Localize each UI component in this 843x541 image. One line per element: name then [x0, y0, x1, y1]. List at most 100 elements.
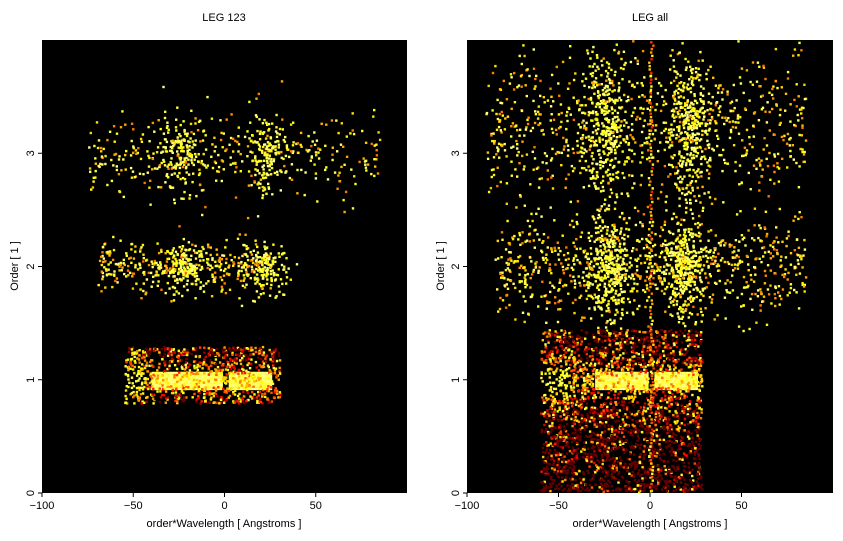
heatmap-cell-order-1	[614, 431, 617, 434]
heatmap-cell-order-1	[202, 376, 205, 379]
heatmap-cell-order-1	[205, 376, 209, 379]
heatmap-cell-order-2	[180, 269, 183, 273]
heatmap-cell-order-1	[611, 387, 614, 391]
heatmap-cell-order-1	[565, 372, 569, 375]
heatmap-cell-order-1	[166, 396, 170, 399]
heatmap-cell-order-1	[245, 384, 248, 387]
heatmap-cell-order-3	[147, 165, 151, 168]
heatmap-cell-order-1	[169, 376, 172, 379]
heatmap-cell-order-1	[549, 394, 553, 397]
heatmap-cell-order-3	[372, 115, 375, 118]
heatmap-cell-order-1	[669, 378, 672, 381]
heatmap-cell-order-1	[230, 378, 233, 381]
heatmap-cell-order-1	[158, 371, 161, 375]
heatmap-cell-order-1	[666, 358, 670, 361]
heatmap-cell-order-1	[565, 436, 568, 439]
heatmap-cell-order-3	[170, 173, 174, 176]
heatmap-cell-order-1	[633, 380, 636, 384]
heatmap-cell-order-1	[690, 380, 693, 384]
heatmap-cell-order-3	[197, 173, 201, 177]
heatmap-cell-order-2	[157, 251, 161, 255]
heatmap-cell-order-1	[637, 437, 641, 440]
heatmap-cell-order-2	[220, 258, 224, 261]
heatmap-cell-order-2	[199, 259, 202, 262]
heatmap-cell-order-1	[211, 352, 215, 355]
heatmap-cell-order-1	[560, 384, 563, 387]
heatmap-cell-order-2	[264, 261, 267, 264]
heatmap-cell-order-3	[177, 146, 180, 149]
heatmap-cell-order-1	[182, 380, 186, 384]
heatmap-cell-order-1	[679, 424, 682, 427]
heatmap-cell-order-1	[670, 470, 673, 473]
heatmap-cell-order-1	[675, 384, 678, 387]
heatmap-cell-order-1	[550, 467, 554, 470]
heatmap-cell-order-3	[235, 166, 238, 169]
heatmap-cell-order-1	[661, 413, 664, 416]
heatmap-cell-order-1	[247, 357, 251, 361]
heatmap-cell-order-1	[563, 403, 567, 406]
heatmap-cell-order-1	[633, 374, 636, 377]
heatmap-cell-order-1	[212, 361, 215, 364]
heatmap-cell-order-1	[672, 489, 676, 492]
heatmap-cell-order-2	[262, 255, 266, 259]
heatmap-cell-order-3	[106, 183, 109, 187]
heatmap-cell-order-1	[678, 350, 682, 354]
heatmap-cell-order-1	[220, 369, 224, 372]
heatmap-cell-order-3	[256, 129, 259, 133]
heatmap-cell-order-1	[568, 466, 572, 469]
heatmap-cell-order-1	[272, 366, 275, 370]
heatmap-cell-order-1	[248, 367, 252, 370]
heatmap-cell-order-1	[688, 387, 691, 391]
heatmap-cell-order-1	[678, 444, 681, 447]
heatmap-cell-order-2	[143, 273, 146, 276]
heatmap-cell-order-1	[551, 435, 555, 438]
heatmap-cell-order-1	[254, 346, 257, 350]
heatmap-cell-order-2	[200, 250, 203, 253]
heatmap-cell-order-1	[668, 391, 672, 394]
heatmap-cell-order-1	[606, 381, 609, 384]
heatmap-cell-order-1	[153, 385, 156, 388]
heatmap-cell-order-1	[178, 393, 181, 396]
heatmap-cell-order-1	[172, 380, 176, 384]
heatmap-cell-order-1	[614, 380, 618, 384]
heatmap-cell-order-1	[189, 378, 192, 381]
heatmap-cell-order-3	[262, 171, 265, 174]
heatmap-cell-order-1	[548, 335, 552, 338]
heatmap-cell-order-1	[156, 374, 160, 377]
heatmap-cell-order-3	[259, 178, 263, 181]
heatmap-cell-order-1	[621, 387, 624, 391]
heatmap-cell-order-3	[335, 119, 338, 122]
heatmap-cell-order-1	[591, 354, 594, 358]
heatmap-cell-order-1	[600, 410, 603, 413]
heatmap-cell-order-1	[592, 336, 596, 339]
heatmap-cell-order-3	[314, 172, 318, 175]
heatmap-cell-order-1	[635, 412, 639, 416]
heatmap-cell-order-1	[610, 388, 613, 392]
heatmap-cell-order-1	[192, 347, 195, 350]
heatmap-cell-order-2	[189, 258, 192, 261]
heatmap-cell-order-1	[238, 375, 241, 378]
heatmap-cell-order-3	[331, 146, 334, 149]
heatmap-cell-order-1	[686, 456, 689, 459]
heatmap-cell-order-3	[216, 170, 219, 173]
heatmap-cell-order-2	[139, 288, 142, 291]
heatmap-cell-order-1	[639, 484, 642, 487]
heatmap-cell-order-2	[210, 295, 214, 298]
heatmap-cell-order-1	[642, 378, 646, 381]
heatmap-cell-order-1	[657, 380, 661, 384]
heatmap-cell-order-1	[573, 365, 576, 368]
heatmap-cell-order-2	[114, 279, 117, 283]
heatmap-cell-order-1	[173, 364, 177, 367]
heatmap-cell-order-3	[94, 176, 97, 179]
heatmap-cell-order-1	[238, 392, 241, 396]
heatmap-cell-order-3	[261, 149, 264, 153]
heatmap-cell-order-1	[671, 338, 675, 341]
heatmap-cell-order-1	[245, 400, 248, 403]
heatmap-cell-order-2	[218, 256, 222, 260]
heatmap-cell-order-1	[659, 365, 662, 368]
heatmap-cell-order-2	[181, 271, 185, 275]
heatmap-cell-order-1	[598, 441, 602, 445]
heatmap-cell-order-1	[611, 365, 614, 369]
heatmap-cell-order-1	[158, 375, 162, 378]
heatmap-cell-order-2	[232, 262, 236, 265]
